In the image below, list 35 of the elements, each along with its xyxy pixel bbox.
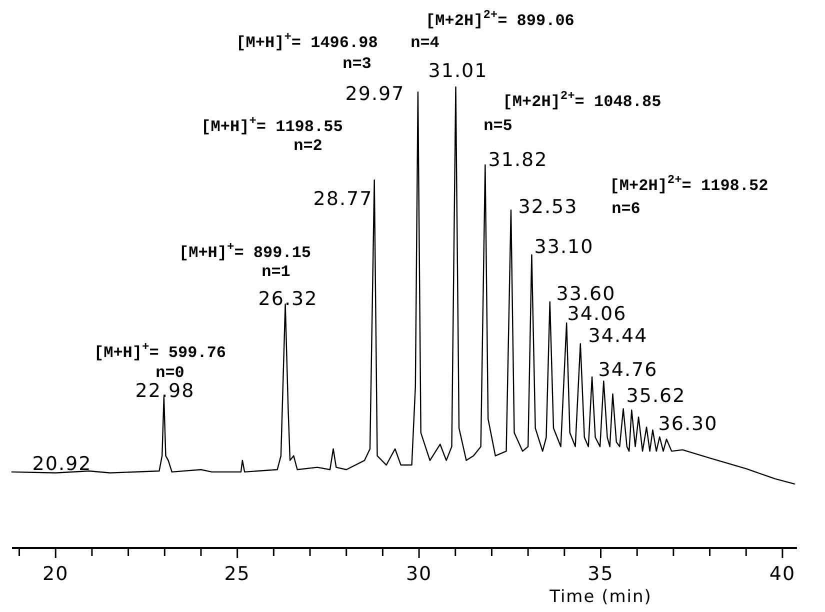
- annotation: 29.97: [345, 83, 405, 105]
- annotation: 20.92: [32, 453, 92, 475]
- annotation: 26.32: [258, 288, 318, 310]
- annotation: [M+H]$^{+}$= 599.76: [94, 340, 226, 362]
- annotation: 28.77: [313, 188, 373, 210]
- x-tick-label: 25: [224, 563, 250, 585]
- annotation: 32.53: [518, 196, 578, 218]
- x-tick-label: 35: [588, 563, 614, 585]
- text: [M+H]$^{+}$= 1496.98: [236, 30, 378, 52]
- annotation: [M+2H]$^{2+}$= 1198.52: [610, 173, 768, 195]
- annotation: n=2: [294, 137, 322, 155]
- x-tick-label: 40: [769, 563, 796, 585]
- x-tick-label: 30: [406, 563, 432, 585]
- text: n=3: [342, 55, 372, 73]
- annotation: 34.76: [598, 359, 658, 381]
- annotation: 31.82: [488, 149, 548, 171]
- annotation: n=5: [484, 117, 512, 135]
- annotation: [M+H]$^{+}$= 1198.55: [201, 114, 343, 136]
- annotation: 22.98: [135, 380, 195, 402]
- annotation: [M+H]$^{+}$= 899.15: [178, 240, 312, 262]
- annotation: 34.44: [588, 325, 648, 347]
- annotation: 36.30: [658, 413, 718, 435]
- text: 31.01: [428, 60, 488, 82]
- text: [M+2H]$^{2+}$= 899.06: [426, 8, 574, 30]
- annotation: [M+2H]$^{2+}$= 1048.85: [502, 89, 662, 111]
- annotation: 33.10: [534, 236, 594, 258]
- x-tick-label: 20: [42, 563, 69, 585]
- annotation: 33.60: [556, 283, 616, 305]
- annotation: n=1: [262, 263, 290, 281]
- x-axis-title: Time (min): [548, 587, 652, 607]
- text: n=4: [410, 34, 440, 52]
- annotation: n=0: [156, 364, 184, 382]
- annotation: 35.62: [626, 385, 686, 407]
- annotation: 34.06: [567, 303, 627, 325]
- annotation: n=6: [612, 200, 640, 218]
